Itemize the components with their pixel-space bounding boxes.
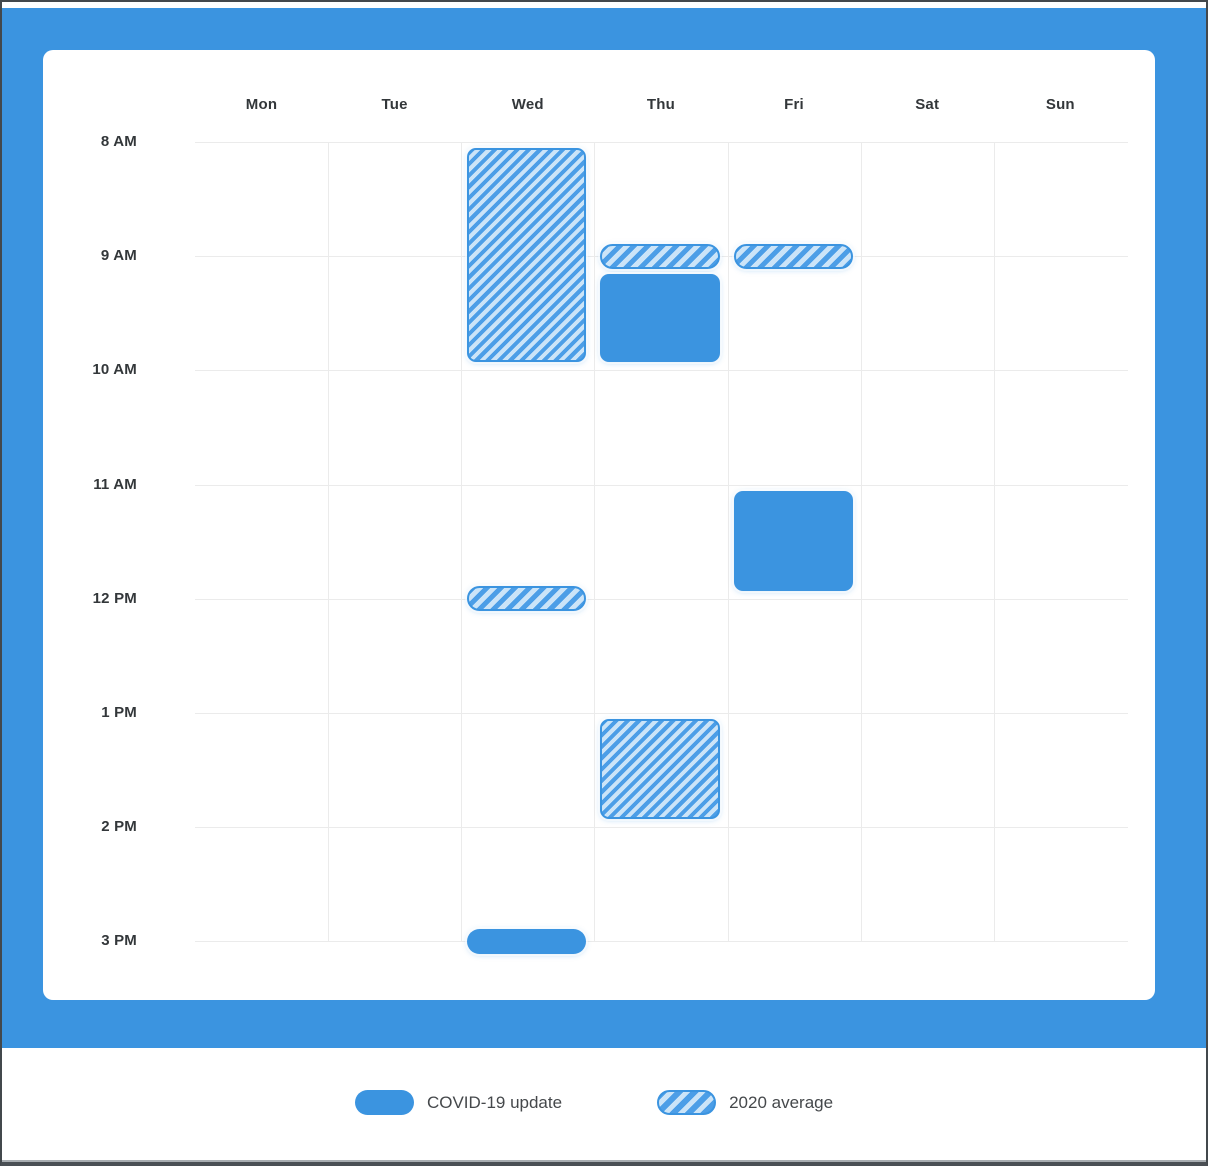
- legend-label-average: 2020 average: [729, 1092, 834, 1112]
- time-label-11am: 11 AM: [93, 475, 137, 493]
- grid-line-vertical: [461, 142, 463, 942]
- time-label-9am: 9 AM: [100, 247, 137, 265]
- event-covid-wed: [467, 928, 587, 954]
- event-average-fri: [733, 243, 853, 269]
- event-average-thu: [600, 243, 720, 269]
- legend: COVID-19 update 2020 average: [2, 1090, 1196, 1115]
- calendar-card: Mon Tue Wed Thu Fri Sat Sun 8 AM 9 AM 10…: [43, 50, 1155, 1000]
- grid-line-vertical: [594, 142, 596, 942]
- event-average-thu: [600, 719, 720, 820]
- event-covid-fri: [733, 490, 853, 591]
- time-label-1pm: 1 PM: [101, 704, 137, 721]
- time-label-2pm: 2 PM: [101, 818, 137, 836]
- day-label-sat: Sat: [915, 96, 940, 113]
- grid-line-horizontal: [195, 142, 1128, 143]
- time-label-3pm: 3 PM: [101, 932, 137, 950]
- grid-line-horizontal: [195, 370, 1128, 372]
- day-label-sun: Sun: [1045, 96, 1075, 113]
- grid-line-horizontal: [195, 598, 1128, 600]
- grid-line-vertical: [328, 142, 330, 942]
- chart-outer-panel: Mon Tue Wed Thu Fri Sat Sun 8 AM 9 AM 10…: [2, 8, 1206, 1048]
- time-label-10am: 10 AM: [92, 361, 137, 379]
- grid-line-horizontal: [195, 827, 1128, 829]
- time-label-8am: 8 AM: [100, 133, 137, 150]
- grid-line-vertical: [727, 142, 729, 942]
- grid-line-vertical: [993, 142, 995, 942]
- legend-item-covid: COVID-19 update: [354, 1090, 563, 1115]
- legend-swatch-solid: [354, 1090, 414, 1115]
- day-label-wed: Wed: [511, 96, 544, 113]
- day-label-tue: Tue: [381, 96, 408, 113]
- event-covid-thu: [600, 273, 720, 363]
- time-label-12pm: 12 PM: [92, 589, 137, 607]
- day-label-thu: Thu: [646, 96, 675, 113]
- grid-line-horizontal: [195, 713, 1128, 714]
- grid-line-horizontal: [195, 484, 1128, 486]
- event-average-wed: [467, 148, 587, 363]
- legend-label-covid: COVID-19 update: [426, 1092, 563, 1112]
- grid-line-horizontal: [195, 941, 1128, 943]
- day-label-mon: Mon: [245, 96, 278, 113]
- grid-line-vertical: [860, 142, 862, 942]
- legend-swatch-striped: [657, 1090, 717, 1115]
- day-label-fri: Fri: [784, 96, 804, 113]
- event-average-wed: [467, 586, 587, 612]
- legend-item-average: 2020 average: [657, 1090, 833, 1115]
